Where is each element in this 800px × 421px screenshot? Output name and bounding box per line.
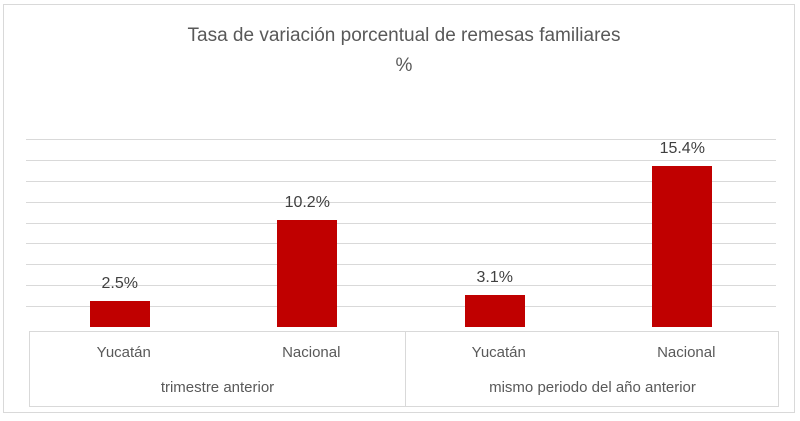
category-label: Yucatán xyxy=(96,344,151,361)
bar-value-label: 2.5% xyxy=(101,274,138,292)
gridline xyxy=(26,159,776,161)
bar-value-label: 15.4% xyxy=(659,140,705,158)
group-label: mismo periodo del año anterior xyxy=(489,379,696,396)
category-axis-box: Yucatán Nacional trimestre anterior Yucatán… xyxy=(29,331,779,407)
bar xyxy=(89,300,150,327)
gridline xyxy=(26,285,776,287)
chart-title-line-2: % xyxy=(395,55,413,76)
group-label: trimestre anterior xyxy=(160,379,275,396)
gridline xyxy=(26,306,776,308)
bar-value-label: 3.1% xyxy=(476,268,513,286)
chart-title: Tasa de variación porcentual de remesas … xyxy=(4,21,800,81)
bar xyxy=(652,166,713,327)
bar xyxy=(464,294,525,327)
gridline xyxy=(26,180,776,182)
category-label: Nacional xyxy=(657,344,716,361)
gridline xyxy=(26,139,776,140)
chart-title-line-1: Tasa de variación porcentual de remesas … xyxy=(187,25,621,46)
bar-value-label: 10.2% xyxy=(284,194,330,212)
chart-frame: Tasa de variación porcentual de remesas … xyxy=(3,4,795,413)
gridline xyxy=(26,222,776,224)
category-label: Nacional xyxy=(282,344,341,361)
gridline xyxy=(26,201,776,203)
gridline xyxy=(26,264,776,266)
bar xyxy=(277,220,338,327)
category-label: Yucatán xyxy=(471,344,526,361)
group-divider xyxy=(405,332,406,406)
gridline xyxy=(26,243,776,245)
